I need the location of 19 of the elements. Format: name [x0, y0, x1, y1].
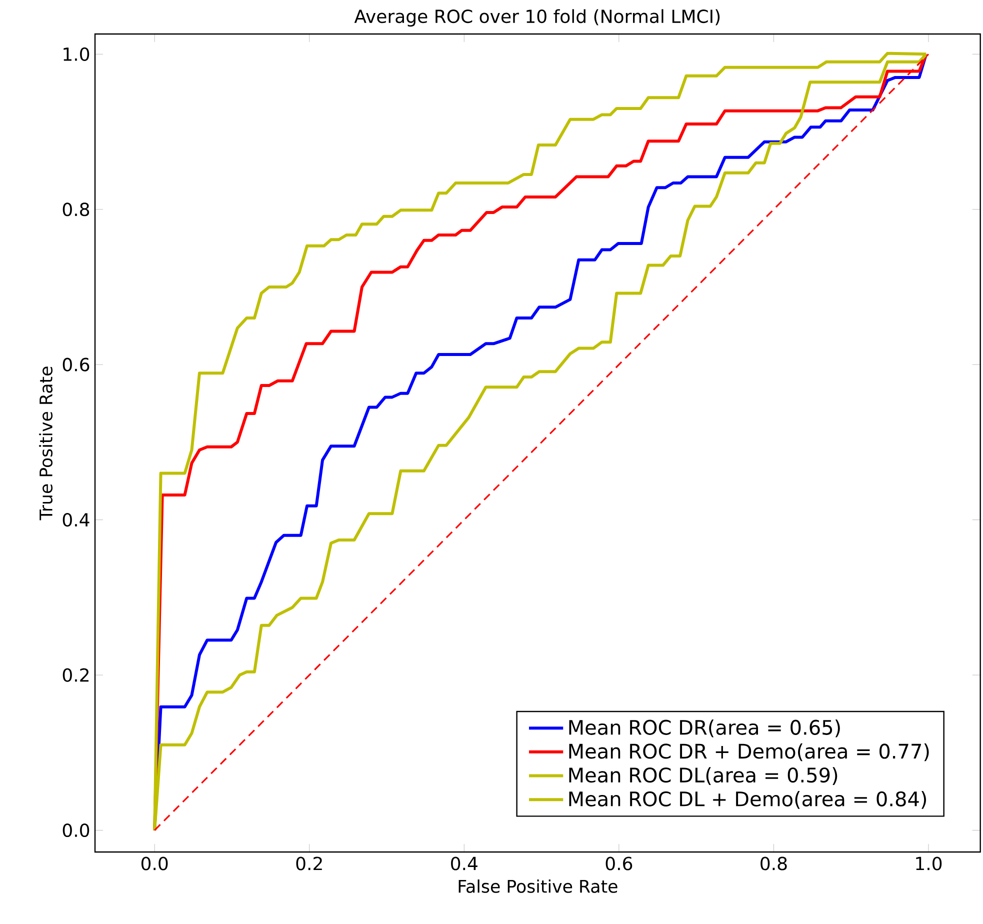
x-tick-label: 0.0: [141, 856, 168, 870]
legend-label: Mean ROC DR + Demo(area = 0.77): [569, 743, 929, 762]
x-tick-label: 1.0: [916, 856, 942, 870]
legend-label: Mean ROC DL + Demo(area = 0.84): [569, 791, 926, 809]
y-tick-label: 0.6: [62, 358, 90, 372]
legend-label: Mean ROC DL(area = 0.59): [569, 767, 838, 785]
y-tick-label: 0.0: [62, 823, 90, 838]
y-axis-title: True Positive Rate: [39, 366, 53, 520]
x-tick-label: 0.4: [451, 856, 478, 870]
y-tick-label: 1.0: [64, 47, 90, 61]
x-tick-label: 0.2: [296, 856, 322, 870]
x-tick-label: 0.6: [606, 856, 632, 870]
x-tick-label: 0.8: [760, 856, 787, 870]
y-tick-label: 0.4: [62, 513, 90, 527]
legend-label: Mean ROC DR(area = 0.65): [569, 719, 840, 738]
x-axis-title: False Positive Rate: [458, 879, 618, 893]
y-tick-label: 0.8: [62, 202, 90, 216]
chart-title: Average ROC over 10 fold (Normal LMCI): [354, 9, 720, 27]
y-tick-label: 0.2: [62, 668, 88, 682]
